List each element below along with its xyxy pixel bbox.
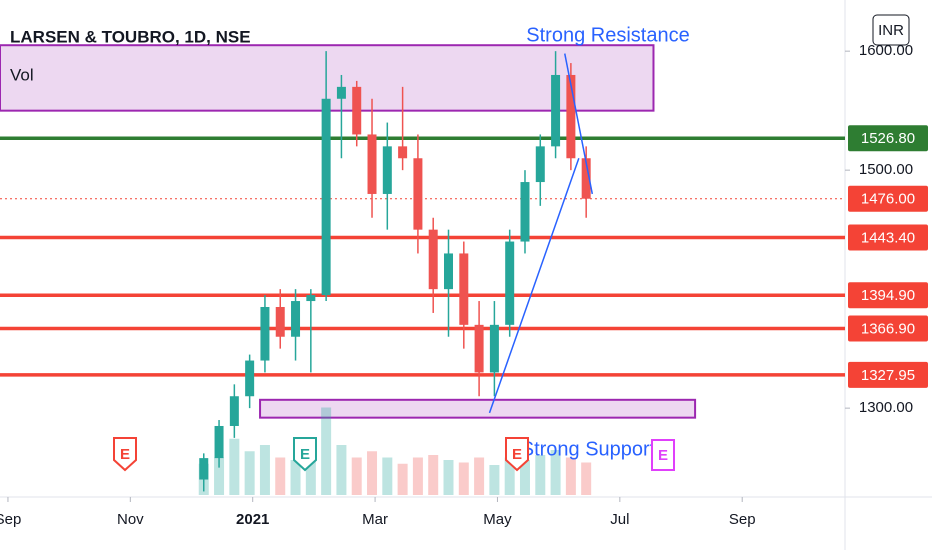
volume-bar [428, 455, 439, 495]
candle-body [229, 396, 239, 426]
chart-title: LARSEN & TOUBRO, 1D, NSE [10, 27, 251, 46]
volume-bar [336, 445, 347, 495]
volume-bar [519, 460, 530, 495]
x-tick-label: Sep [729, 511, 756, 528]
candle-body [459, 253, 469, 325]
candle-body [413, 158, 423, 230]
volume-bar [443, 460, 454, 495]
volume-bar [550, 450, 561, 495]
candle-body [505, 241, 515, 325]
candle-body [306, 295, 316, 302]
volume-bar [581, 462, 592, 495]
level-label-box [848, 361, 928, 388]
volume-bar [244, 451, 255, 495]
volume-bar [367, 451, 378, 495]
volume-bar [275, 457, 286, 495]
level-label: 1476.00 [861, 191, 915, 208]
level-label: 1443.40 [861, 229, 915, 246]
candle-body [489, 324, 499, 373]
volume-bar [229, 438, 240, 495]
event-icon [293, 437, 317, 472]
volume-bar [290, 460, 301, 495]
candle-body [444, 253, 454, 290]
level-label-box [848, 315, 928, 342]
volume-bar [535, 455, 546, 495]
candle-body [336, 86, 346, 99]
event-label: E [300, 446, 310, 463]
x-tick-label: Nov [117, 511, 144, 528]
candle-body [474, 324, 484, 373]
trend-line [564, 53, 594, 195]
plot [0, 44, 845, 495]
currency-label: INR [878, 22, 904, 39]
currency-box [872, 14, 910, 46]
candle-body [352, 86, 362, 135]
x-tick-label: Mar [362, 511, 388, 528]
event-markers: E E E E [113, 437, 675, 472]
candle-body [551, 74, 561, 147]
volume-bar [259, 445, 270, 495]
volume-bar [565, 457, 576, 495]
candle-body [367, 134, 377, 194]
volume-bar [382, 457, 393, 495]
y-tick-label: 1500.00 [859, 161, 913, 178]
zone [259, 398, 697, 419]
candle-body [398, 146, 408, 159]
level-label-box [848, 185, 928, 212]
annotation: Strong Support [521, 438, 656, 460]
y-tick-label: 1600.00 [859, 42, 913, 59]
trend-line [488, 158, 580, 414]
candle-body [275, 306, 285, 337]
candle-body [260, 306, 270, 361]
level-label-box [848, 125, 928, 152]
x-tick-label: Jul [610, 511, 629, 528]
x-tick-label: 2021 [236, 511, 269, 528]
level-label-box [848, 224, 928, 251]
candle-body [566, 74, 576, 159]
volume-bar [397, 463, 408, 495]
volume-bar [412, 457, 423, 495]
candle-body [382, 146, 392, 194]
event-label: E [658, 447, 668, 464]
candle-body [245, 360, 255, 397]
candle-body [291, 301, 301, 337]
candle-body [535, 146, 545, 183]
volume-bar [458, 462, 469, 495]
volume-bar [351, 457, 362, 495]
event-icon [651, 439, 675, 471]
price-axis: 1300.00 1500.00 1600.00 1526.80 1476.00 1443.… [0, 42, 928, 528]
legend-label: Vol [10, 65, 34, 84]
candle-body [581, 158, 591, 199]
level-label: 1327.95 [861, 367, 915, 384]
volume-bar [504, 457, 515, 495]
y-tick-label: 1300.00 [859, 399, 913, 416]
volume-bar [489, 465, 500, 495]
volume-bar [214, 457, 225, 495]
candle-body [214, 425, 224, 459]
x-tick-label: Sep [0, 511, 21, 528]
x-tick-label: May [483, 511, 512, 528]
candle-body [520, 182, 530, 242]
candle-body [199, 458, 209, 480]
event-label: E [512, 446, 522, 463]
volume-bar [305, 455, 316, 495]
volume-bar [474, 457, 485, 495]
candle-body [428, 229, 438, 290]
volume-bar [321, 407, 332, 495]
level-label-box [848, 282, 928, 309]
level-label: 1366.90 [861, 321, 915, 338]
event-label: E [120, 446, 130, 463]
event-icon [505, 437, 529, 472]
annotation: Strong Resistance [526, 24, 689, 46]
candle-body [321, 98, 331, 296]
level-label: 1394.90 [861, 287, 915, 304]
level-label: 1526.80 [861, 130, 915, 147]
event-icon [113, 437, 137, 472]
